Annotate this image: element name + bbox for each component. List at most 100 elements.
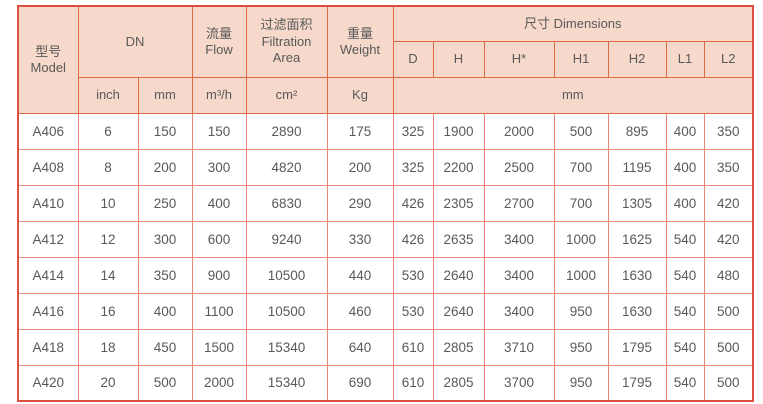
table-row: A410 10 250 400 6830 290 426 2305 2700 700 1305 400… <box>17 184 754 222</box>
value-cell: 2805 <box>432 328 485 366</box>
header-weight-en: Weight <box>339 41 381 57</box>
value-cell: 10500 <box>245 256 328 294</box>
value-cell: 1000 <box>553 256 609 294</box>
value-cell: 350 <box>703 148 754 186</box>
value-cell: 1100 <box>191 292 247 330</box>
value-cell: 14 <box>77 256 139 294</box>
value-cell: 1500 <box>191 328 247 366</box>
value-cell: 610 <box>392 364 434 402</box>
value-cell: 540 <box>665 220 705 258</box>
value-cell: 250 <box>137 184 193 222</box>
value-cell: 2305 <box>432 184 485 222</box>
value-cell: 300 <box>137 220 193 258</box>
value-cell: 2640 <box>432 256 485 294</box>
unit-flow: m³/h <box>191 76 247 114</box>
value-cell: 1000 <box>553 220 609 258</box>
value-cell: 3400 <box>483 220 555 258</box>
value-cell: 325 <box>392 112 434 150</box>
header-weight: 重量 Weight <box>326 5 394 78</box>
value-cell: 3400 <box>483 292 555 330</box>
value-cell: 530 <box>392 292 434 330</box>
value-cell: 8 <box>77 148 139 186</box>
value-cell: 540 <box>665 364 705 402</box>
header-dimensions: 尺寸 Dimensions <box>392 5 754 42</box>
unit-weight: Kg <box>326 76 394 114</box>
header-flow-zh: 流量 <box>205 25 232 41</box>
header-model-en: Model <box>30 59 66 75</box>
value-cell: 18 <box>77 328 139 366</box>
value-cell: 950 <box>553 292 609 330</box>
value-cell: 325 <box>392 148 434 186</box>
value-cell: 2000 <box>191 364 247 402</box>
header-units-row: inch mm m³/h cm² Kg mm <box>18 76 754 114</box>
value-cell: 480 <box>703 256 754 294</box>
table-row: A412 12 300 600 9240 330 426 2635 3400 1000 1625 54… <box>17 220 754 258</box>
value-cell: 610 <box>392 328 434 366</box>
value-cell: 300 <box>191 148 247 186</box>
unit-inch: inch <box>77 76 139 114</box>
header-dim-l1: L1 <box>665 40 705 78</box>
table-row: A416 16 400 1100 10500 460 530 2640 3400 950 1630 5… <box>17 292 754 330</box>
header-dim-h: H <box>432 40 485 78</box>
header-dim-hstar: H* <box>483 40 555 78</box>
value-cell: 175 <box>326 112 394 150</box>
spec-table-container: 型号 Model DN 流量 Flow 过滤面积 Filtration Area… <box>17 5 755 402</box>
value-cell: 400 <box>665 112 705 150</box>
value-cell: 1305 <box>607 184 667 222</box>
value-cell: 500 <box>553 112 609 150</box>
value-cell: 200 <box>326 148 394 186</box>
value-cell: 426 <box>392 184 434 222</box>
value-cell: 3400 <box>483 256 555 294</box>
header-dim-h2: H2 <box>607 40 667 78</box>
value-cell: 400 <box>665 148 705 186</box>
value-cell: 400 <box>665 184 705 222</box>
model-cell: A406 <box>17 112 79 150</box>
value-cell: 2700 <box>483 184 555 222</box>
value-cell: 530 <box>392 256 434 294</box>
model-cell: A416 <box>17 292 79 330</box>
value-cell: 6830 <box>245 184 328 222</box>
value-cell: 150 <box>137 112 193 150</box>
value-cell: 950 <box>553 328 609 366</box>
value-cell: 540 <box>665 328 705 366</box>
value-cell: 1195 <box>607 148 667 186</box>
table-body: A406 6 150 150 2890 175 325 1900 2000 500 895 400 35… <box>17 112 754 402</box>
value-cell: 900 <box>191 256 247 294</box>
value-cell: 1900 <box>432 112 485 150</box>
header-dim-l2: L2 <box>703 40 754 78</box>
value-cell: 1625 <box>607 220 667 258</box>
value-cell: 16 <box>77 292 139 330</box>
value-cell: 3700 <box>483 364 555 402</box>
value-cell: 700 <box>553 184 609 222</box>
header-flow: 流量 Flow <box>191 5 247 78</box>
model-cell: A420 <box>17 364 79 402</box>
value-cell: 500 <box>703 364 754 402</box>
value-cell: 20 <box>77 364 139 402</box>
value-cell: 2500 <box>483 148 555 186</box>
value-cell: 6 <box>77 112 139 150</box>
model-cell: A410 <box>17 184 79 222</box>
value-cell: 2640 <box>432 292 485 330</box>
value-cell: 400 <box>137 292 193 330</box>
value-cell: 640 <box>326 328 394 366</box>
value-cell: 1630 <box>607 292 667 330</box>
value-cell: 420 <box>703 220 754 258</box>
value-cell: 12 <box>77 220 139 258</box>
header-dim-h1: H1 <box>553 40 609 78</box>
value-cell: 2635 <box>432 220 485 258</box>
value-cell: 690 <box>326 364 394 402</box>
value-cell: 290 <box>326 184 394 222</box>
header-model-zh: 型号 <box>35 43 62 59</box>
table-row: A418 18 450 1500 15340 640 610 2805 3710 950 1795 5… <box>17 328 754 366</box>
value-cell: 1630 <box>607 256 667 294</box>
value-cell: 200 <box>137 148 193 186</box>
table-row: A420 20 500 2000 15340 690 610 2805 3700 950 1795 5… <box>17 364 754 402</box>
value-cell: 500 <box>703 292 754 330</box>
value-cell: 2805 <box>432 364 485 402</box>
header-weight-zh: 重量 <box>346 25 373 41</box>
table-header: 型号 Model DN 流量 Flow 过滤面积 Filtration Area… <box>17 5 754 114</box>
value-cell: 950 <box>553 364 609 402</box>
model-cell: A408 <box>17 148 79 186</box>
value-cell: 15340 <box>245 328 328 366</box>
value-cell: 150 <box>191 112 247 150</box>
